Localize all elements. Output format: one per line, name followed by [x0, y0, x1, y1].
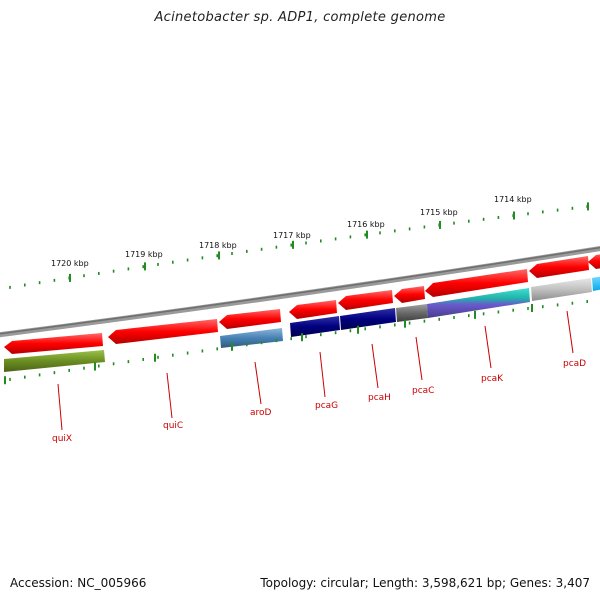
gene-arrow-red-3[interactable] — [338, 290, 393, 310]
tick-labels: 1720 kbp 1719 kbp 1718 kbp 1717 kbp 1716… — [51, 195, 532, 268]
tick-label-1714: 1714 kbp — [494, 195, 532, 204]
inner-major-tick-marks — [4, 303, 533, 385]
callout-line-quiC — [166, 372, 173, 419]
callout-line-pcaG — [319, 351, 326, 398]
gene-arrow-red-5[interactable] — [529, 256, 589, 278]
forward-strand-genes — [4, 253, 600, 354]
inner-tick-track — [9, 299, 589, 381]
tick-label-1716: 1716 kbp — [347, 220, 385, 229]
accession-text: Accession: NC_005966 — [10, 576, 147, 590]
tick-label-1717: 1717 kbp — [273, 231, 311, 240]
gene-arrow-red-6[interactable] — [588, 253, 600, 269]
gene-arrow-red-4[interactable] — [394, 286, 425, 303]
gene-label-pcaD[interactable]: pcaD — [563, 359, 586, 369]
gene-label-aroD[interactable]: aroD — [250, 408, 272, 418]
callout-line-pcaD — [566, 310, 574, 354]
callout-line-quiX — [57, 383, 63, 431]
callout-line-pcaC — [415, 336, 423, 381]
callout-line-pcaH — [371, 343, 379, 389]
gene-labels: quiX quiC aroD pcaG pcaH pcaC pcaK pcaD — [52, 359, 586, 444]
reverse-strand-genes — [4, 275, 600, 372]
gene-block-pcaG[interactable] — [290, 316, 340, 337]
gene-label-pcaH[interactable]: pcaH — [368, 393, 391, 403]
tick-label-1719: 1719 kbp — [125, 250, 163, 259]
gene-arrow-quiC[interactable] — [108, 319, 218, 344]
genome-summary-text: Topology: circular; Length: 3,598,621 bp… — [260, 576, 590, 590]
gene-block-cyan[interactable] — [592, 275, 600, 291]
outer-tick-track — [9, 205, 589, 289]
gene-arrow-quiX-forward[interactable] — [4, 333, 103, 354]
tick-label-1715: 1715 kbp — [420, 208, 458, 217]
gene-callout-lines — [57, 310, 574, 431]
genome-backbone — [0, 246, 600, 338]
gene-block-pcaC[interactable] — [396, 304, 428, 322]
gene-block-aroD[interactable] — [220, 328, 283, 348]
gene-arrow-pcaK-forward[interactable] — [425, 269, 528, 297]
gene-block-pcaD[interactable] — [531, 278, 592, 301]
gene-label-pcaC[interactable]: pcaC — [412, 386, 434, 396]
gene-block-pcaH[interactable] — [340, 308, 396, 330]
gene-block-quiX[interactable] — [4, 350, 105, 372]
gene-label-pcaK[interactable]: pcaK — [481, 374, 504, 384]
gene-arrow-red-1[interactable] — [219, 309, 281, 329]
tick-label-1718: 1718 kbp — [199, 241, 237, 250]
gene-label-quiX[interactable]: quiX — [52, 434, 72, 444]
map-title: Acinetobacter sp. ADP1, complete genome — [154, 10, 446, 25]
gene-block-pcaK[interactable] — [427, 288, 530, 318]
gene-label-quiC[interactable]: quiC — [163, 421, 183, 431]
callout-line-pcaK — [484, 325, 492, 369]
gene-label-pcaG[interactable]: pcaG — [315, 401, 338, 411]
gene-arrow-red-2[interactable] — [289, 300, 337, 319]
major-tick-marks — [69, 202, 589, 282]
genome-backbone-edge — [0, 246, 600, 335]
tick-label-1720: 1720 kbp — [51, 259, 89, 268]
callout-line-aroD — [254, 361, 262, 405]
